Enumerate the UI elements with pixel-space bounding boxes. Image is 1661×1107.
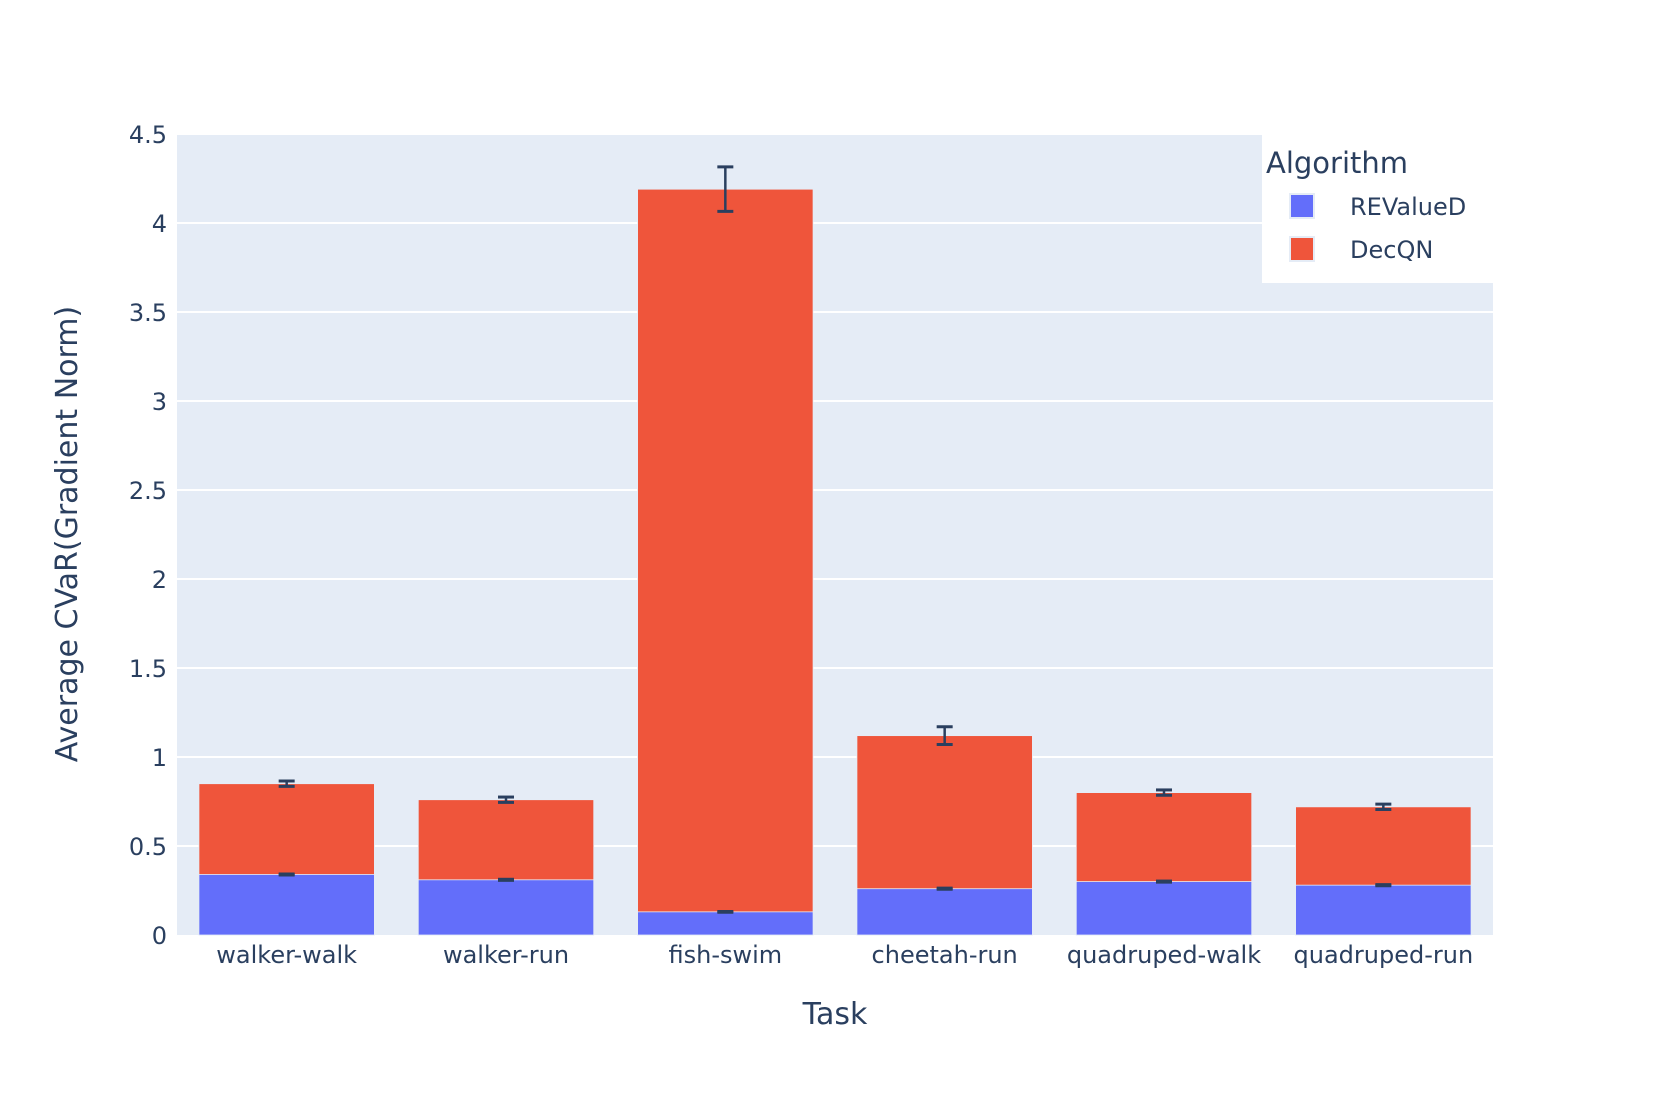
legend: Algorithm REValueD DecQN	[1262, 134, 1493, 283]
y-axis-ticks: 0 0.5 1 1.5 2 2.5 3 3.5 4 4.5	[129, 121, 167, 950]
x-tick-label: cheetah-run	[872, 941, 1018, 969]
bar-revalued-walker-walk	[198, 874, 375, 936]
gridlines	[177, 133, 1493, 847]
y-tick-label: 2.5	[129, 477, 167, 505]
x-tick-label: quadruped-run	[1294, 941, 1474, 969]
error-bar-revalued-quadruped-run	[1375, 883, 1392, 888]
y-tick-label: 2	[152, 566, 167, 594]
error-bar-revalued-cheetah-run	[936, 886, 953, 891]
legend-swatch	[1289, 236, 1315, 262]
error-bar-decqn-cheetah-run	[936, 725, 953, 747]
error-bar-decqn-walker-walk	[278, 779, 295, 788]
error-bar-revalued-walker-walk	[278, 872, 295, 877]
legend-title: Algorithm	[1266, 146, 1408, 180]
legend-item-decqn[interactable]: DecQN	[1289, 236, 1433, 264]
y-tick-label: 3	[152, 388, 167, 416]
legend-label: DecQN	[1350, 236, 1433, 264]
error-bar-decqn-walker-run	[498, 795, 514, 804]
bar-revalued-quadruped-run	[1295, 884, 1472, 936]
y-tick-label: 3.5	[129, 299, 167, 327]
error-bars	[278, 165, 1392, 914]
x-axis-ticks: walker-walk walker-run fish-swim cheetah-ru…	[216, 941, 1473, 969]
legend-items: REValueD DecQN	[1289, 193, 1466, 264]
error-bar-decqn-fish-swim	[717, 165, 734, 213]
legend-item-revalued[interactable]: REValueD	[1289, 193, 1466, 221]
bars	[198, 188, 1472, 936]
legend-label: REValueD	[1350, 193, 1466, 221]
bar-revalued-walker-run	[417, 879, 595, 936]
y-tick-label: 1.5	[129, 655, 167, 683]
y-tick-label: 1	[152, 744, 167, 772]
x-tick-label: walker-walk	[216, 941, 357, 969]
error-bar-revalued-walker-run	[498, 877, 514, 882]
x-tick-label: walker-run	[443, 941, 569, 969]
x-axis-title: Task	[802, 997, 868, 1032]
error-bar-decqn-quadruped-run	[1375, 802, 1392, 812]
x-tick-label: fish-swim	[668, 941, 782, 969]
bar-revalued-cheetah-run	[856, 888, 1033, 936]
error-bar-revalued-quadruped-walk	[1156, 879, 1172, 884]
y-tick-label: 4	[152, 210, 167, 238]
y-tick-label: 4.5	[129, 121, 167, 149]
bar-revalued-fish-swim	[637, 911, 814, 936]
error-bar-decqn-quadruped-walk	[1156, 788, 1172, 797]
error-bar-revalued-fish-swim	[717, 910, 734, 914]
x-tick-label: quadruped-walk	[1067, 941, 1261, 969]
bar-decqn-fish-swim	[637, 188, 814, 936]
bar-revalued-quadruped-walk	[1075, 881, 1253, 936]
legend-swatch	[1289, 193, 1315, 219]
y-tick-label: 0.5	[129, 833, 167, 861]
y-tick-label: 0	[152, 922, 167, 950]
y-axis-title: Average CVaR(Gradient Norm)	[50, 306, 85, 762]
